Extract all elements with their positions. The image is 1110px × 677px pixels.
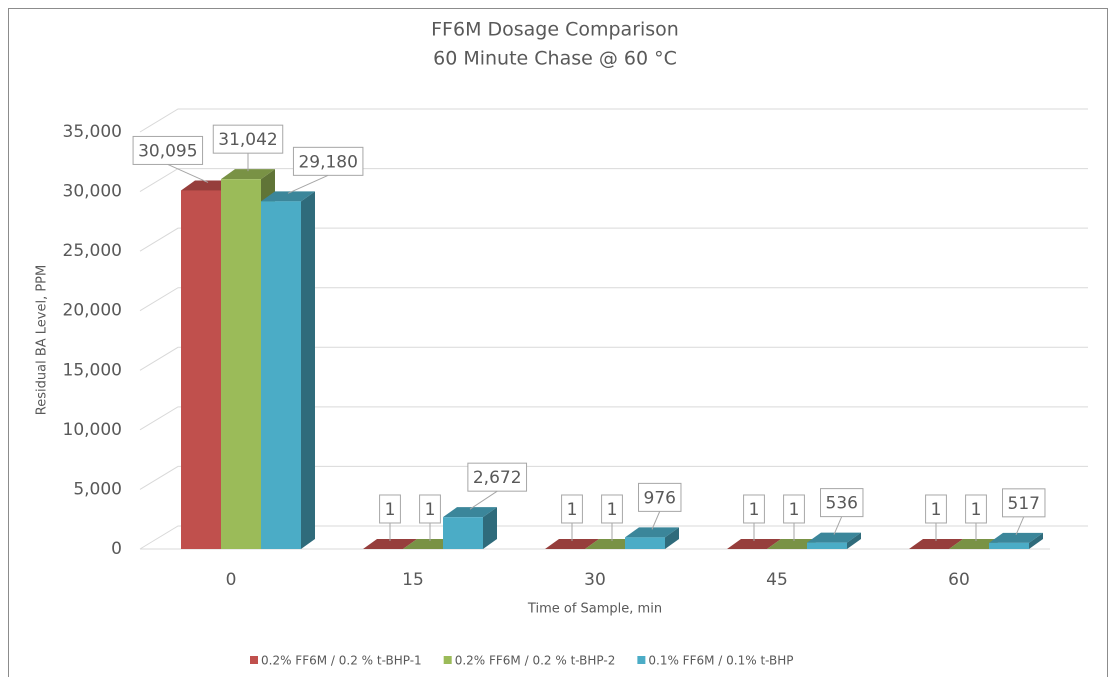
x-tick-label: 15 <box>402 570 424 590</box>
data-label: 31,042 <box>218 130 277 150</box>
grid-line <box>139 406 1088 431</box>
data-label-leader <box>287 174 329 194</box>
bar-side <box>301 191 315 550</box>
legend-label: 0.2% FF6M / 0.2 % t-BHP-1 <box>261 654 422 668</box>
grid-line <box>139 525 1088 550</box>
data-label: 536 <box>826 494 858 514</box>
data-label: 1 <box>567 500 578 520</box>
y-tick-label: 30,000 <box>63 182 122 202</box>
data-label: 30,095 <box>138 141 197 161</box>
data-label: 976 <box>644 488 676 508</box>
data-label-leader <box>651 511 661 530</box>
bar-side <box>483 507 497 549</box>
y-tick-label: 0 <box>111 539 122 559</box>
bar-top <box>727 538 781 549</box>
bar-front <box>261 201 301 550</box>
data-label-leader <box>1015 516 1025 536</box>
data-label: 29,180 <box>298 152 357 172</box>
grid-line <box>139 346 1088 371</box>
x-tick-label: 30 <box>584 570 606 590</box>
bar-top <box>363 538 417 549</box>
y-tick-label: 20,000 <box>63 301 122 321</box>
bar-top <box>807 532 861 543</box>
bar <box>443 507 497 549</box>
bar-front <box>221 179 261 549</box>
chart-title: FF6M Dosage Comparison <box>431 19 679 41</box>
data-label-box <box>132 135 204 165</box>
y-tick-label: 5,000 <box>73 479 122 499</box>
data-label-leader <box>469 490 498 510</box>
x-axis-title: Time of Sample, min <box>527 602 662 617</box>
bar-top <box>625 527 679 538</box>
bar <box>625 527 679 549</box>
y-tick-label: 35,000 <box>63 122 122 142</box>
data-label: 1 <box>789 500 800 520</box>
data-label: 1 <box>749 500 760 520</box>
bar-side <box>665 527 679 549</box>
bar-top <box>443 507 497 518</box>
data-label: 1 <box>931 500 942 520</box>
data-label-box <box>212 124 284 154</box>
bar <box>807 532 861 549</box>
data-label: 1 <box>607 500 618 520</box>
y-tick-label: 25,000 <box>63 241 122 261</box>
bar-front <box>807 542 847 549</box>
data-label: 1 <box>385 500 396 520</box>
data-label-leader <box>833 516 843 535</box>
x-tick-label: 0 <box>226 570 237 590</box>
chart-subtitle: 60 Minute Chase @ 60 °C <box>433 48 677 70</box>
data-label-box <box>292 146 364 176</box>
grid-line <box>139 227 1088 252</box>
bar-top <box>261 191 315 202</box>
data-label-box <box>1002 488 1046 518</box>
grid-line <box>139 108 1088 133</box>
bar-front <box>989 542 1029 549</box>
bar-top <box>989 532 1043 543</box>
y-tick-label: 10,000 <box>63 420 122 440</box>
data-label: 517 <box>1008 494 1040 514</box>
legend-label: 0.1% FF6M / 0.1% t-BHP <box>648 654 793 668</box>
data-label: 2,672 <box>473 468 522 488</box>
bar <box>989 532 1043 549</box>
bar-top <box>221 169 275 180</box>
bar-side <box>847 532 861 549</box>
legend-swatch <box>250 656 258 664</box>
bar-front <box>625 537 665 549</box>
x-tick-label: 45 <box>766 570 788 590</box>
y-axis-title: Residual BA Level, PPM <box>35 265 50 415</box>
grid-line <box>139 287 1088 312</box>
legend-swatch <box>637 656 646 664</box>
legend-swatch <box>443 656 452 664</box>
bar-side <box>1029 532 1043 549</box>
bar-front <box>181 190 221 549</box>
y-tick-label: 15,000 <box>63 360 122 380</box>
data-label: 1 <box>425 500 436 520</box>
data-label: 1 <box>971 500 982 520</box>
grid-line <box>139 465 1088 490</box>
x-tick-label: 60 <box>948 570 970 590</box>
bar-top <box>545 538 599 549</box>
data-label-box <box>638 482 682 512</box>
bar-front <box>443 517 483 549</box>
bar-top <box>909 538 963 549</box>
legend-label: 0.2% FF6M / 0.2 % t-BHP-2 <box>455 654 616 668</box>
data-label-leader <box>167 163 209 183</box>
bar <box>261 191 315 550</box>
